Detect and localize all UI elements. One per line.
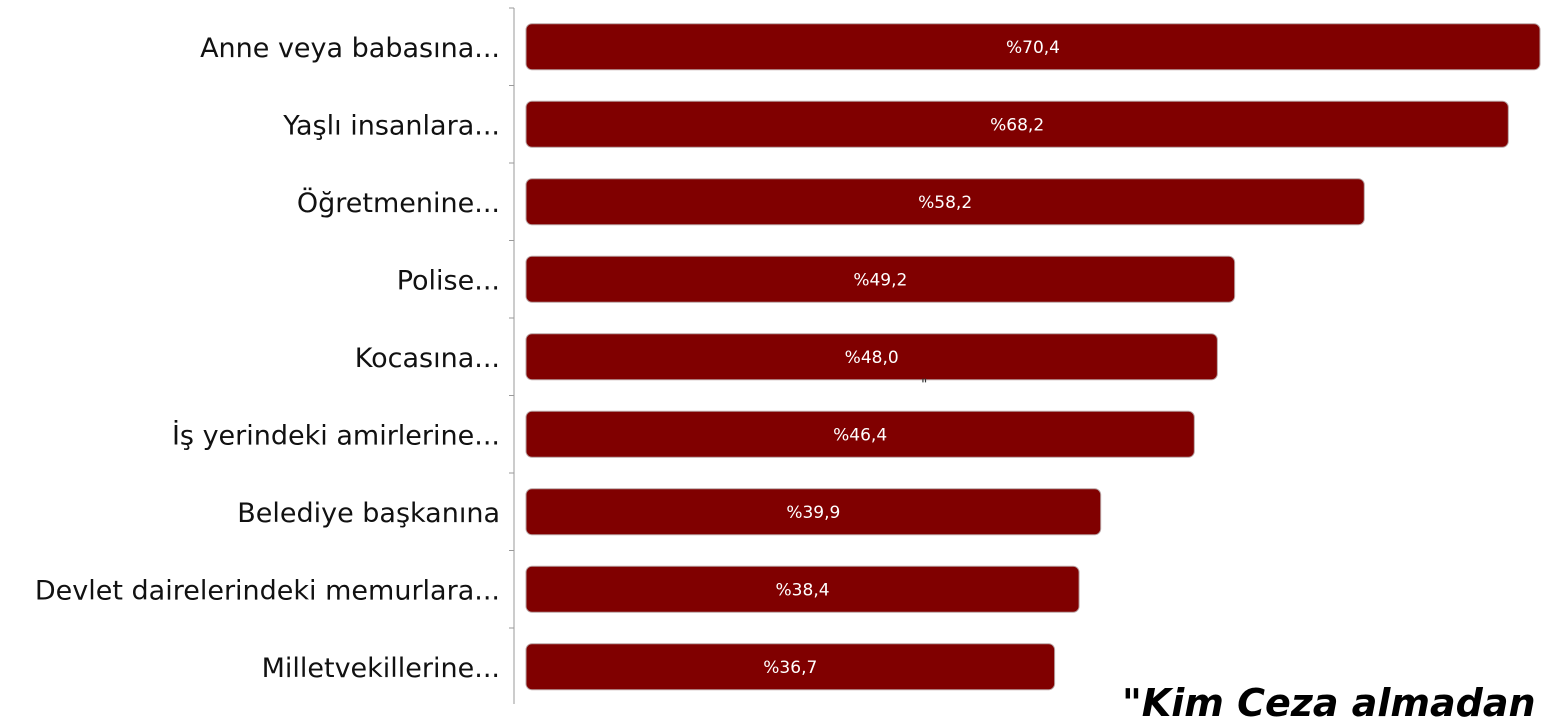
value-label: %48,0 [845, 348, 899, 368]
value-label: %68,2 [990, 115, 1044, 135]
value-label: %49,2 [853, 270, 907, 290]
category-label: Milletvekillerine... [262, 653, 500, 684]
category-label: Kocasına... [355, 343, 500, 374]
value-label: %70,4 [1006, 38, 1060, 58]
category-label: İş yerindeki amirlerine... [172, 419, 500, 451]
value-label: %36,7 [763, 658, 817, 678]
category-label: Devlet dairelerindeki memurlara... [35, 575, 500, 606]
stray-quote-mark: " [921, 377, 927, 393]
category-label: Anne veya babasına... [200, 33, 500, 64]
category-label: Yaşlı insanlara... [282, 110, 500, 141]
bar-chart: Anne veya babasına... %70,4 Yaşlı insanlar… [0, 0, 1548, 704]
value-label: %38,4 [776, 580, 830, 600]
category-label: Belediye başkanına [237, 498, 500, 529]
value-label: %46,4 [833, 425, 887, 445]
category-label: Öğretmenine... [297, 187, 500, 219]
footer-quote-text: "Kim Ceza almadan İ [1122, 684, 1548, 722]
value-label: %39,9 [786, 503, 840, 523]
category-label: Polise... [397, 265, 500, 296]
value-label: %58,2 [918, 193, 972, 213]
